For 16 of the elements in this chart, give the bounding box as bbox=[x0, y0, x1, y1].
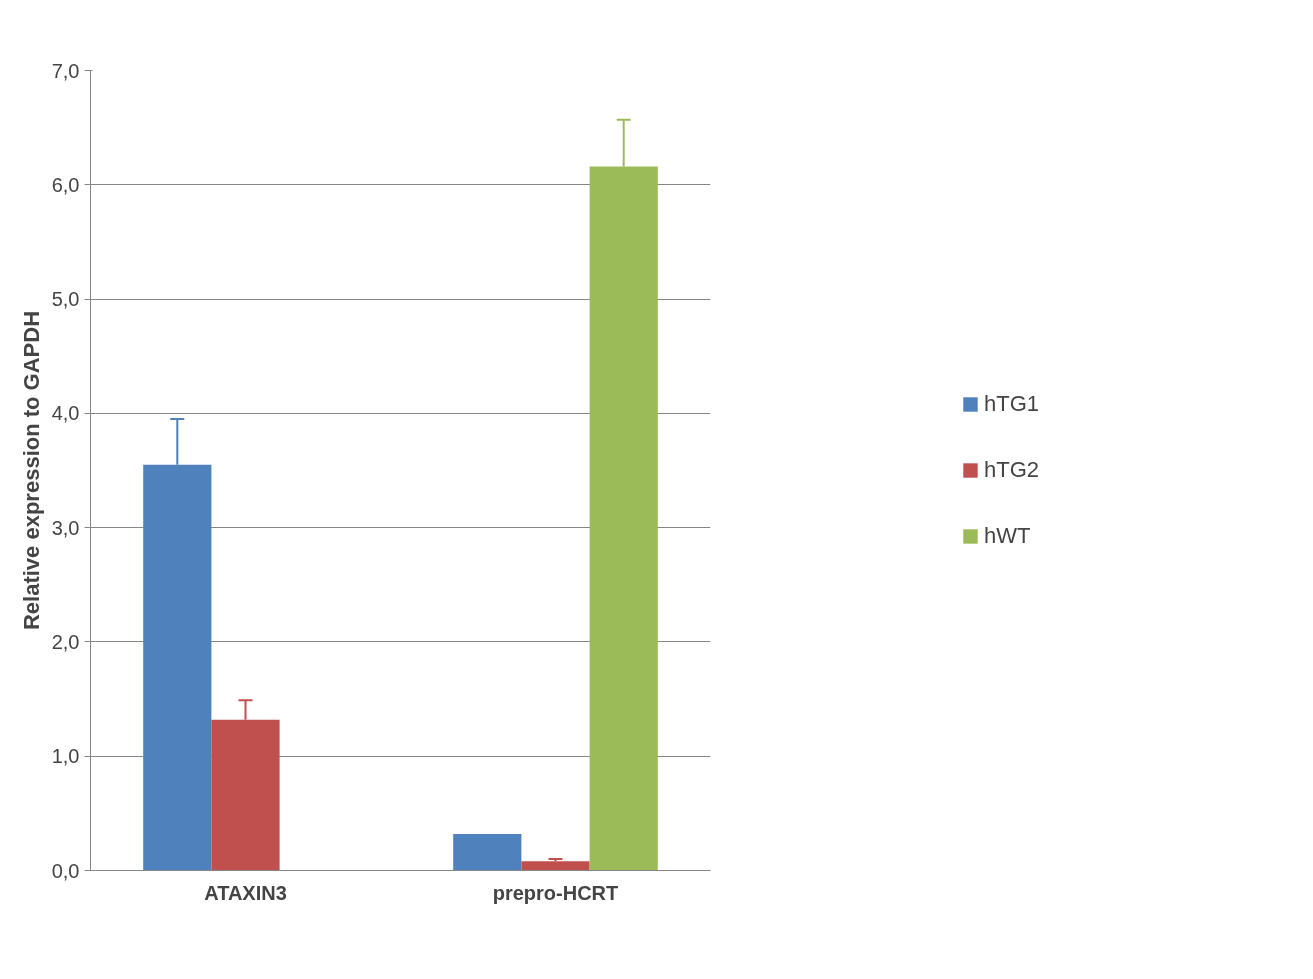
y-tick-label: 7,0 bbox=[51, 59, 80, 82]
bar bbox=[521, 861, 590, 871]
y-tick-label: 3,0 bbox=[51, 516, 80, 539]
legend-label: hWT bbox=[983, 523, 1031, 549]
x-tick-label: prepro-HCRT bbox=[492, 881, 619, 904]
y-tick-label: 1,0 bbox=[51, 745, 80, 768]
x-tick-label: ATAXIN3 bbox=[204, 881, 287, 904]
legend-label: hTG1 bbox=[983, 391, 1040, 417]
y-axis-title: Relative expression to GAPDH bbox=[18, 310, 44, 631]
y-tick-label: 2,0 bbox=[51, 630, 80, 653]
legend-label: hTG2 bbox=[983, 457, 1040, 483]
y-tick-label: 0,0 bbox=[51, 859, 80, 882]
y-tick-label: 6,0 bbox=[51, 173, 80, 196]
y-tick-label: 4,0 bbox=[51, 402, 80, 425]
bar bbox=[453, 833, 522, 871]
y-tick-label: 5,0 bbox=[51, 288, 80, 311]
